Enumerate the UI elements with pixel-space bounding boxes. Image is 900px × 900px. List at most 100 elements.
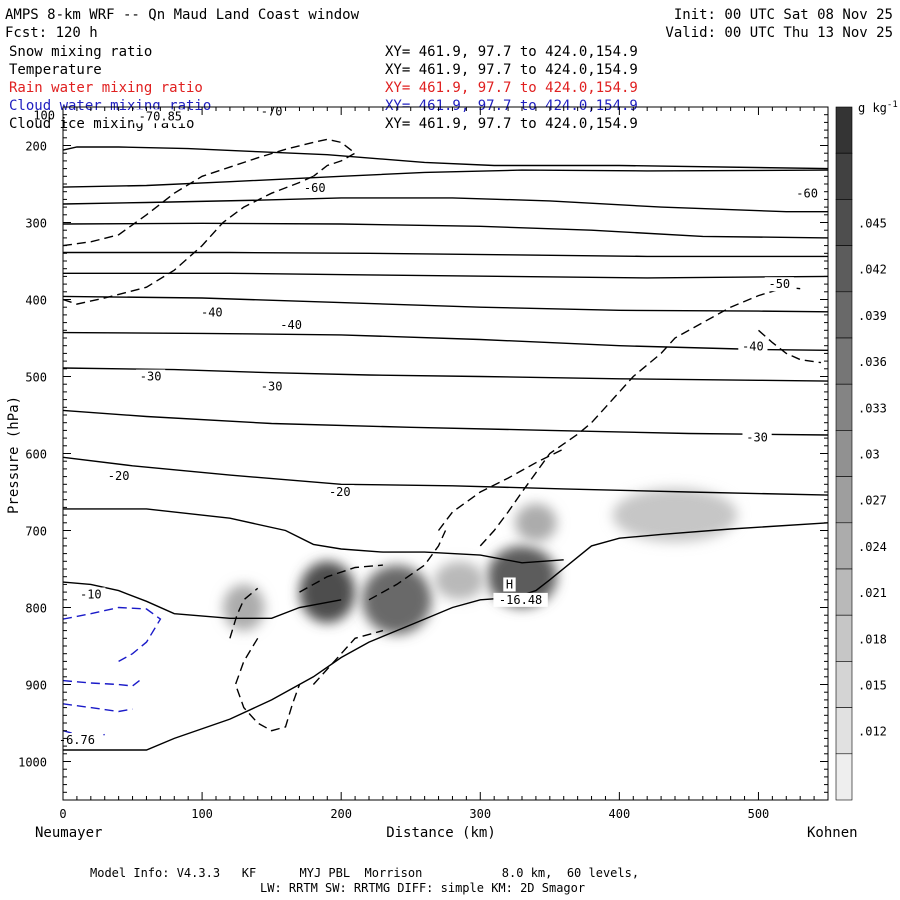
cloud-ice-contour bbox=[299, 564, 383, 593]
y-tick-label: 500 bbox=[25, 371, 47, 385]
isotherm-line bbox=[63, 272, 828, 279]
temperature-label: H bbox=[506, 577, 513, 591]
colorbar-segment bbox=[835, 661, 853, 708]
cloud-ice-contour bbox=[758, 329, 822, 364]
colorbar-segment bbox=[835, 152, 853, 200]
temperature-label: -70 bbox=[261, 105, 283, 119]
isotherm-line bbox=[63, 508, 564, 564]
temperature-label: -30 bbox=[746, 430, 768, 444]
plot-frame bbox=[62, 106, 829, 801]
colorbar-units: g kg-1 bbox=[858, 100, 898, 115]
isotherm-line bbox=[63, 197, 828, 213]
colorbar-tick-label: .012 bbox=[858, 725, 887, 739]
x-axis-label: Distance (km) bbox=[386, 825, 496, 841]
temperature-label-bg bbox=[136, 369, 166, 384]
temperature-label: -70.85 bbox=[139, 109, 182, 123]
field-name: Snow mixing ratio bbox=[9, 44, 152, 60]
colorbar-tick-label: .045 bbox=[858, 217, 887, 231]
colorbar: .012 .015 .018 .021 .024 .027 .03 .033 .036 .039.… bbox=[835, 106, 887, 801]
temperature-labels: -70 -70.85 -60 -60 -50 -40 -40 -40 -30 -30 -30 -20 -… bbox=[53, 104, 822, 748]
colorbar-tick-label: .021 bbox=[858, 586, 887, 600]
temperature-label-bg bbox=[764, 277, 794, 292]
cloud-ice-contour bbox=[63, 175, 314, 305]
x-right-station: Kohnen bbox=[807, 825, 858, 841]
temperature-label: -40 bbox=[280, 318, 302, 332]
colorbar-segment bbox=[835, 568, 853, 616]
temperature-label: -30 bbox=[140, 370, 162, 384]
cloud-water-contour bbox=[63, 703, 133, 713]
y-tick-label: 800 bbox=[25, 602, 47, 616]
colorbar-tick-label: .039 bbox=[858, 309, 887, 323]
cloud-water-contours bbox=[63, 606, 162, 740]
temperature-label: -30 bbox=[261, 380, 283, 394]
y-tick-label: 200 bbox=[25, 140, 47, 154]
snow-shade-blob bbox=[362, 565, 432, 635]
cloud-ice-contour bbox=[63, 138, 357, 247]
temperature-label: -40 bbox=[201, 306, 223, 320]
temperature-label: -20 bbox=[329, 485, 351, 499]
colorbar-segment bbox=[835, 383, 853, 431]
colorbar-segment bbox=[835, 337, 853, 385]
field-xy: XY= 461.9, 97.7 to 424.0,154.9 bbox=[385, 44, 638, 60]
field-xy: XY= 461.9, 97.7 to 424.0,154.9 bbox=[385, 80, 638, 96]
colorbar-segment bbox=[835, 753, 853, 801]
colorbar-tick-label: .033 bbox=[858, 401, 887, 415]
colorbar-segment bbox=[835, 476, 853, 524]
temperature-label: -10 bbox=[80, 587, 102, 601]
forecast-hour: Fcst: 120 h bbox=[5, 25, 98, 41]
field-legend: Snow mixing ratio XY= 461.9, 97.7 to 424.… bbox=[9, 44, 638, 132]
cloud-ice-contour bbox=[437, 448, 565, 531]
terrain-mask bbox=[63, 522, 828, 751]
isotherm-line bbox=[63, 222, 828, 239]
colorbar-tick-label: .03 bbox=[858, 448, 880, 462]
isotherm-line bbox=[63, 456, 828, 496]
colorbar-tick-label: .018 bbox=[858, 632, 887, 646]
x-left-station: Neumayer bbox=[35, 825, 102, 841]
temperature-label-bg bbox=[792, 186, 822, 201]
temperature-label: -50 bbox=[768, 277, 790, 291]
init-time: Init: 00 UTC Sat 08 Nov 25 bbox=[674, 7, 893, 23]
temperature-label: -60 bbox=[796, 186, 818, 200]
field-xy: XY= 461.9, 97.7 to 424.0,154.9 bbox=[385, 62, 638, 78]
isotherm-line bbox=[63, 367, 828, 382]
colorbar-tick-label: .036 bbox=[858, 355, 887, 369]
snow-shade-blob bbox=[434, 561, 485, 600]
valid-time: Valid: 00 UTC Thu 13 Nov 25 bbox=[665, 25, 893, 41]
colorbar-segment bbox=[835, 245, 853, 293]
isotherm-line bbox=[63, 581, 342, 619]
colorbar-segment bbox=[835, 522, 853, 570]
temperature-label-bg bbox=[104, 468, 134, 483]
cloud-ice-contour bbox=[234, 637, 301, 732]
temperature-label-bg bbox=[257, 379, 287, 394]
temperature-label: -40 bbox=[742, 340, 764, 354]
temperature-label-bg bbox=[300, 180, 330, 195]
temperature-label-bg bbox=[742, 430, 772, 445]
temperature-label-bg bbox=[53, 733, 100, 748]
x-axis-ticks: 0 100 200 300 400 500 bbox=[59, 107, 829, 821]
snow-mixing-ratio-shading bbox=[222, 488, 738, 635]
y-tick-label: 1000 bbox=[18, 756, 47, 770]
temperature-isotherms bbox=[63, 146, 828, 619]
model-info-line2: LW: RRTM SW: RRTMG DIFF: simple KM: 2D S… bbox=[260, 881, 585, 895]
terrain-line bbox=[63, 522, 828, 751]
isotherm-line bbox=[63, 409, 828, 436]
field-xy: XY= 461.9, 97.7 to 424.0,154.9 bbox=[385, 98, 638, 114]
colorbar-tick-label: .042 bbox=[858, 263, 887, 277]
x-tick-label: 200 bbox=[330, 807, 352, 821]
x-tick-label: 500 bbox=[748, 807, 770, 821]
colorbar-tick-label: .024 bbox=[858, 540, 887, 554]
y-tick-label: 600 bbox=[25, 448, 47, 462]
model-info: Model Info: V4.3.3 KF MYJ PBL Morrison 8… bbox=[90, 866, 639, 880]
y-tick-label: 700 bbox=[25, 525, 47, 539]
snow-shade-blob bbox=[515, 503, 557, 543]
cloud-water-contour bbox=[63, 606, 162, 663]
cloud-ice-contour bbox=[312, 629, 384, 685]
colorbar-segment bbox=[835, 707, 853, 755]
temperature-label-bg bbox=[76, 587, 106, 602]
cloud-ice-contour bbox=[229, 587, 259, 639]
temperature-label: -60 bbox=[304, 181, 326, 195]
temperature-label: -20 bbox=[108, 469, 130, 483]
isotherm-line bbox=[63, 295, 828, 313]
isotherm-line bbox=[63, 169, 828, 188]
